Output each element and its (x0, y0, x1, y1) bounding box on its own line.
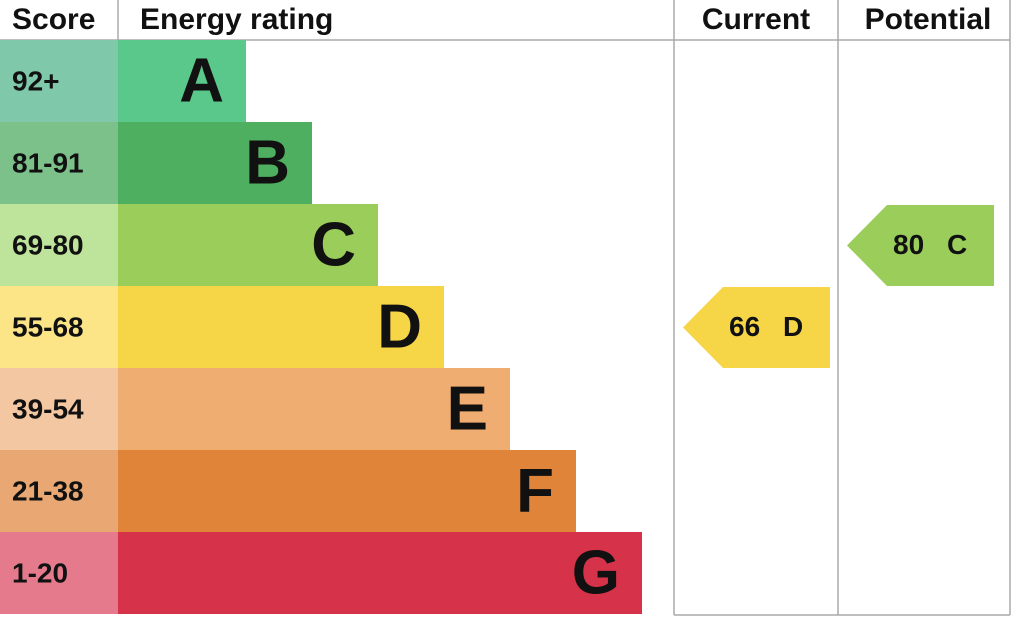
rating-letter: B (245, 128, 290, 197)
header-rating: Energy rating (140, 3, 333, 36)
header-current: Current (702, 3, 810, 36)
rating-bar (118, 450, 576, 532)
rating-bar (118, 368, 510, 450)
rating-letter: F (516, 456, 554, 525)
score-cell (0, 450, 118, 532)
header-score: Score (12, 3, 95, 36)
header-potential: Potential (865, 3, 992, 36)
score-cell (0, 368, 118, 450)
rating-bar (118, 286, 444, 368)
score-label: 1-20 (12, 557, 68, 588)
rating-letter: E (447, 374, 488, 443)
score-label: 21-38 (12, 475, 84, 506)
rating-bar (118, 532, 642, 614)
current-letter: D (783, 311, 803, 342)
score-cell (0, 532, 118, 614)
rating-letter: A (179, 46, 224, 115)
current-value: 66 (729, 311, 760, 342)
potential-letter: C (947, 229, 967, 260)
current-arrow (683, 287, 830, 368)
rating-bar (118, 40, 246, 122)
potential-value: 80 (893, 229, 924, 260)
score-cell (0, 40, 118, 122)
rating-letter: C (311, 210, 356, 279)
score-label: 92+ (12, 65, 60, 96)
potential-arrow (847, 205, 994, 286)
rating-letter: G (572, 538, 620, 607)
score-cell (0, 286, 118, 368)
score-label: 81-91 (12, 147, 84, 178)
rating-letter: D (377, 292, 422, 361)
rating-bar (118, 204, 378, 286)
score-label: 55-68 (12, 311, 84, 342)
score-cell (0, 122, 118, 204)
score-label: 39-54 (12, 393, 84, 424)
score-cell (0, 204, 118, 286)
rating-bar (118, 122, 312, 204)
score-label: 69-80 (12, 229, 84, 260)
